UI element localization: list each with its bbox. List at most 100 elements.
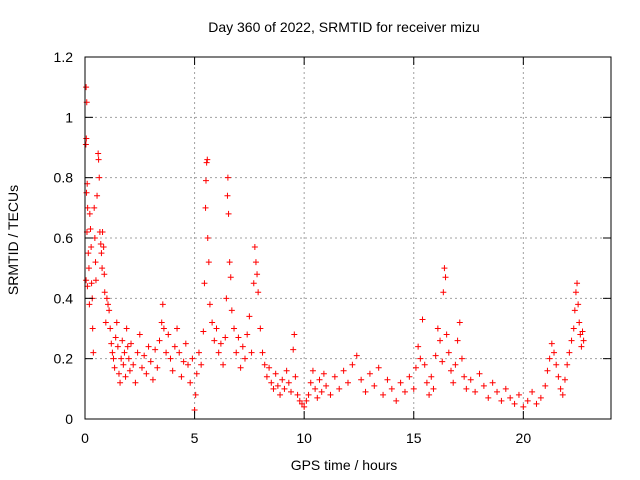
data-point bbox=[223, 295, 230, 302]
data-point bbox=[248, 349, 255, 356]
data-point bbox=[331, 373, 338, 380]
data-point bbox=[103, 295, 110, 302]
data-point bbox=[200, 328, 207, 335]
data-point bbox=[412, 364, 419, 371]
data-point bbox=[437, 337, 444, 344]
data-point bbox=[202, 177, 209, 184]
data-point bbox=[456, 319, 463, 326]
data-point bbox=[529, 388, 536, 395]
data-point bbox=[393, 397, 400, 404]
data-point bbox=[143, 370, 150, 377]
data-point bbox=[226, 259, 233, 266]
data-point bbox=[301, 403, 308, 410]
data-point bbox=[86, 301, 93, 308]
data-point bbox=[452, 361, 459, 368]
data-point bbox=[423, 379, 430, 386]
data-point bbox=[281, 385, 288, 392]
data-point bbox=[298, 400, 305, 407]
data-point bbox=[397, 379, 404, 386]
data-point bbox=[195, 349, 202, 356]
data-point bbox=[279, 376, 286, 383]
data-point bbox=[288, 388, 295, 395]
data-point bbox=[283, 367, 290, 374]
data-point bbox=[318, 388, 325, 395]
data-point bbox=[145, 343, 152, 350]
data-point bbox=[224, 192, 231, 199]
data-point bbox=[546, 355, 553, 362]
data-point bbox=[220, 361, 227, 368]
data-point bbox=[156, 337, 163, 344]
data-point bbox=[85, 250, 92, 257]
data-point bbox=[277, 391, 284, 398]
data-point bbox=[507, 394, 514, 401]
data-point bbox=[426, 391, 433, 398]
data-point bbox=[380, 391, 387, 398]
data-point bbox=[171, 343, 178, 350]
data-point bbox=[353, 352, 360, 359]
data-point bbox=[441, 265, 448, 272]
data-point bbox=[88, 280, 95, 287]
y-tick-label: 1 bbox=[65, 109, 73, 125]
data-point bbox=[237, 364, 244, 371]
data-point bbox=[570, 325, 577, 332]
data-points bbox=[82, 84, 587, 413]
data-point bbox=[524, 397, 531, 404]
data-point bbox=[574, 280, 581, 287]
data-point bbox=[261, 361, 268, 368]
y-tick-label: 0.8 bbox=[54, 170, 74, 186]
data-point bbox=[117, 379, 124, 386]
data-point bbox=[250, 280, 257, 287]
data-point bbox=[252, 259, 259, 266]
data-point bbox=[572, 289, 579, 296]
data-point bbox=[305, 391, 312, 398]
data-point bbox=[159, 301, 166, 308]
data-point bbox=[201, 280, 208, 287]
data-point bbox=[498, 397, 505, 404]
data-point bbox=[241, 355, 248, 362]
data-point bbox=[579, 328, 586, 335]
data-point bbox=[434, 325, 441, 332]
data-point bbox=[450, 379, 457, 386]
data-point bbox=[107, 325, 114, 332]
data-point bbox=[217, 340, 224, 347]
data-point bbox=[87, 225, 94, 232]
x-tick-label: 10 bbox=[296, 430, 312, 446]
y-tick-label: 0.2 bbox=[54, 351, 74, 367]
data-point bbox=[111, 364, 118, 371]
data-point bbox=[309, 367, 316, 374]
data-point bbox=[316, 376, 323, 383]
data-point bbox=[222, 334, 229, 341]
data-point bbox=[239, 343, 246, 350]
data-point bbox=[138, 364, 145, 371]
data-point bbox=[115, 370, 122, 377]
data-point bbox=[98, 250, 105, 257]
data-point bbox=[251, 244, 258, 251]
data-point bbox=[494, 388, 501, 395]
x-tick-label: 15 bbox=[406, 430, 422, 446]
data-point bbox=[537, 394, 544, 401]
data-point bbox=[100, 244, 107, 251]
data-point bbox=[458, 355, 465, 362]
data-point bbox=[163, 349, 170, 356]
data-point bbox=[578, 343, 585, 350]
data-point bbox=[406, 373, 413, 380]
data-point bbox=[102, 319, 109, 326]
data-point bbox=[233, 349, 240, 356]
data-point bbox=[401, 388, 408, 395]
data-point bbox=[371, 382, 378, 389]
data-point bbox=[548, 340, 555, 347]
data-point bbox=[209, 319, 216, 326]
data-point bbox=[439, 358, 446, 365]
data-point bbox=[246, 313, 253, 320]
data-point bbox=[123, 325, 130, 332]
data-point bbox=[362, 388, 369, 395]
grid-lines bbox=[85, 57, 611, 419]
data-point bbox=[312, 385, 319, 392]
data-point bbox=[576, 319, 583, 326]
data-point bbox=[83, 135, 90, 142]
data-point bbox=[180, 358, 187, 365]
data-point bbox=[255, 289, 262, 296]
data-point bbox=[428, 373, 435, 380]
data-point bbox=[136, 331, 143, 338]
